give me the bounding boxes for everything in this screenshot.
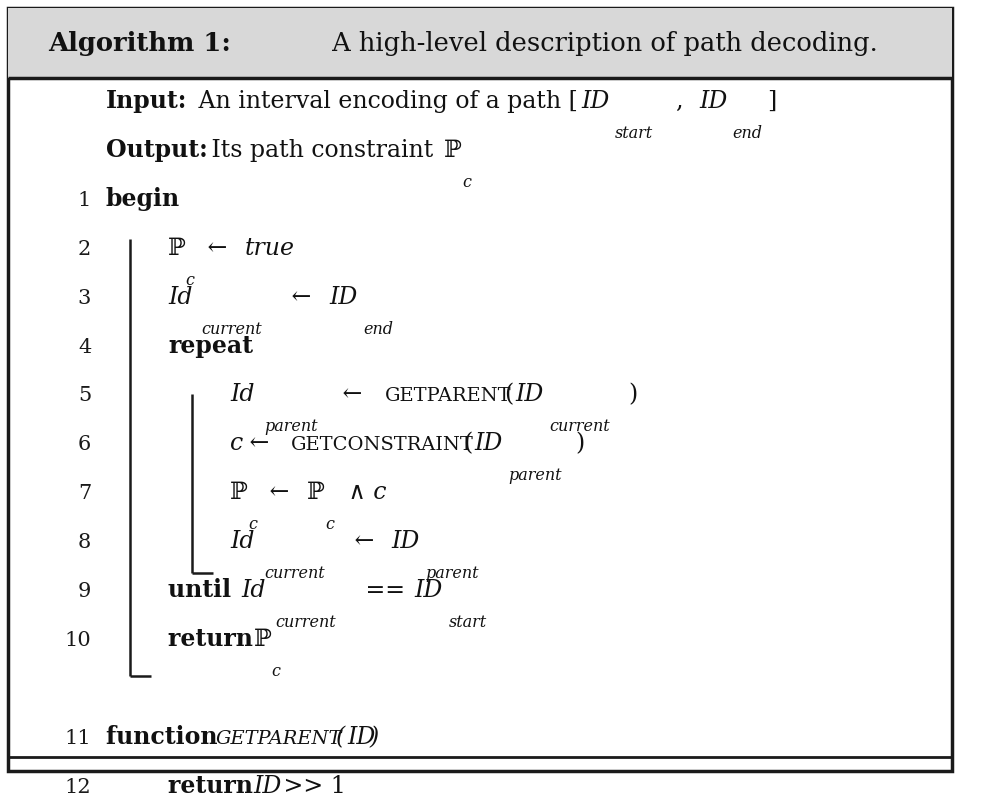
Text: return: return bbox=[168, 774, 261, 795]
Text: start: start bbox=[615, 125, 653, 142]
FancyBboxPatch shape bbox=[8, 8, 952, 79]
Text: c: c bbox=[248, 516, 257, 533]
Text: A high-level description of path decoding.: A high-level description of path decodin… bbox=[324, 30, 878, 56]
Text: ID: ID bbox=[581, 90, 610, 113]
Text: c: c bbox=[462, 173, 471, 191]
Text: ID: ID bbox=[329, 285, 358, 308]
Text: Algorithm 1:: Algorithm 1: bbox=[48, 30, 231, 56]
Text: ℙ: ℙ bbox=[254, 628, 272, 651]
Text: ℙ: ℙ bbox=[230, 482, 248, 504]
Text: until: until bbox=[168, 578, 239, 603]
Text: return: return bbox=[168, 627, 261, 651]
Text: ∧ c: ∧ c bbox=[341, 482, 387, 504]
Text: ←: ← bbox=[335, 383, 370, 406]
Text: start: start bbox=[448, 615, 486, 631]
Text: parent: parent bbox=[264, 418, 318, 436]
Text: ID: ID bbox=[347, 726, 376, 749]
Text: ID: ID bbox=[414, 580, 443, 603]
Text: ,: , bbox=[676, 90, 691, 113]
Text: GETCONSTRAINT: GETCONSTRAINT bbox=[291, 436, 474, 455]
Text: (: ( bbox=[504, 383, 514, 406]
Text: Id: Id bbox=[168, 285, 192, 308]
Text: 2: 2 bbox=[78, 239, 91, 258]
Text: 6: 6 bbox=[78, 436, 91, 455]
Text: current: current bbox=[264, 565, 325, 582]
Text: ID: ID bbox=[699, 90, 727, 113]
Text: end: end bbox=[363, 320, 393, 338]
Text: Input:: Input: bbox=[106, 89, 187, 113]
Text: function: function bbox=[106, 725, 225, 749]
Text: >> 1: >> 1 bbox=[276, 775, 346, 795]
Text: ID: ID bbox=[516, 383, 544, 406]
Text: true: true bbox=[245, 237, 295, 260]
Text: repeat: repeat bbox=[168, 334, 253, 358]
Text: Output:: Output: bbox=[106, 138, 207, 161]
Text: (: ( bbox=[463, 432, 472, 456]
Text: current: current bbox=[275, 615, 336, 631]
Text: ): ) bbox=[628, 383, 637, 406]
Text: ): ) bbox=[576, 432, 585, 456]
Text: ←: ← bbox=[242, 432, 276, 456]
Text: 5: 5 bbox=[78, 386, 91, 405]
Text: c: c bbox=[325, 516, 334, 533]
Text: ℙ: ℙ bbox=[307, 482, 325, 504]
Text: c: c bbox=[186, 272, 195, 289]
Text: ℙ: ℙ bbox=[168, 237, 186, 260]
Text: ID: ID bbox=[254, 775, 282, 795]
Text: ID: ID bbox=[392, 530, 420, 553]
Text: current: current bbox=[202, 320, 262, 338]
Text: 8: 8 bbox=[78, 533, 91, 553]
Text: current: current bbox=[550, 418, 610, 436]
Text: parent: parent bbox=[508, 467, 562, 484]
Text: c: c bbox=[230, 432, 243, 456]
Text: ←: ← bbox=[200, 237, 234, 260]
Text: 7: 7 bbox=[78, 484, 91, 503]
Text: 1: 1 bbox=[78, 191, 91, 210]
Text: Its path constraint: Its path constraint bbox=[204, 138, 441, 161]
Text: ]: ] bbox=[767, 90, 776, 113]
Text: end: end bbox=[733, 125, 763, 142]
Text: 10: 10 bbox=[64, 631, 91, 650]
Text: Id: Id bbox=[230, 530, 255, 553]
FancyBboxPatch shape bbox=[8, 8, 952, 770]
Text: ←: ← bbox=[347, 530, 381, 553]
Text: 9: 9 bbox=[78, 582, 91, 601]
Text: ←: ← bbox=[262, 482, 297, 504]
Text: 4: 4 bbox=[78, 338, 91, 356]
Text: begin: begin bbox=[106, 187, 180, 211]
Text: GETPARENT: GETPARENT bbox=[385, 387, 511, 405]
Text: ℙ: ℙ bbox=[444, 138, 462, 161]
Text: 3: 3 bbox=[78, 289, 91, 308]
Text: (: ( bbox=[336, 726, 345, 749]
Text: ==: == bbox=[358, 580, 412, 603]
Text: 12: 12 bbox=[65, 778, 91, 795]
Text: GETPARENT: GETPARENT bbox=[216, 730, 342, 748]
Text: ←: ← bbox=[284, 285, 319, 308]
Text: Id: Id bbox=[230, 383, 255, 406]
Text: 11: 11 bbox=[64, 729, 91, 748]
Text: Id: Id bbox=[242, 580, 266, 603]
Text: c: c bbox=[272, 663, 281, 681]
Text: ): ) bbox=[370, 726, 379, 749]
Text: parent: parent bbox=[426, 565, 479, 582]
Text: ID: ID bbox=[474, 432, 503, 456]
Text: An interval encoding of a path [: An interval encoding of a path [ bbox=[191, 90, 578, 113]
